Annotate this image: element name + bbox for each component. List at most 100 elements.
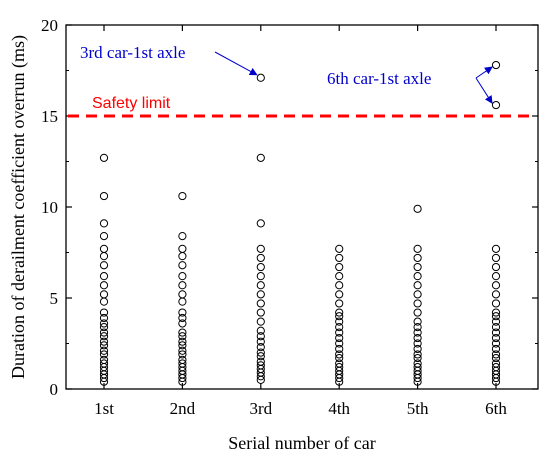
x-axis-title: Serial number of car [228,433,375,453]
data-point [491,281,501,290]
data-point [256,332,265,341]
x-tick-label: 2nd [170,399,196,418]
data-point [256,375,265,384]
data-point [335,333,344,343]
x-tick-label: 1st [94,399,114,418]
data-point [99,350,109,359]
data-point [178,290,187,299]
data-point [335,350,344,359]
data-point [335,353,344,363]
data-point [178,297,187,306]
data-point [99,272,109,281]
data-point [256,262,265,272]
data-point [413,328,422,337]
data-point [256,348,265,357]
data-point [178,281,187,290]
data-point [256,73,265,82]
data-point [491,339,501,348]
data-point [99,308,109,317]
y-axis: 0 5 10 15 20 [41,16,538,399]
data-point [178,350,187,359]
data-point [413,333,422,343]
x-tick-label: 4th [328,399,350,418]
data-point [491,377,501,386]
data-point [99,323,109,332]
annotations: 3rd car-1st axle 6th car-1st axle [80,43,493,104]
data-point [256,308,265,317]
x-tick-label: 5th [407,399,429,418]
data-point [491,333,501,343]
data-point [178,308,187,317]
data-point [256,352,265,361]
data-point [413,373,422,383]
data-point [99,319,109,328]
data-point [256,372,265,381]
data-point [335,299,344,308]
data-point [335,244,344,253]
data-point [99,232,109,241]
y-tick-label: 15 [41,107,58,126]
data-point [256,317,265,326]
data-point [335,339,344,348]
data-point [178,337,187,346]
data-point [256,299,265,308]
data-point [491,308,501,317]
data-point [178,319,187,328]
data-point [491,299,501,308]
data-point [491,317,501,326]
data-point [413,350,422,359]
data-point [178,313,187,323]
data-point [178,272,187,281]
data-point [99,244,109,253]
data-point [335,317,344,326]
data-point [413,204,422,213]
data-point [491,244,501,253]
data-point [256,290,265,299]
data-point [99,377,109,386]
annotation-3rd-car: 3rd car-1st axle [80,43,185,62]
data-point [413,290,422,299]
data-point [491,328,501,337]
data-point [99,337,109,346]
data-point [335,262,344,272]
x-tick-label: 3rd [249,399,272,418]
data-point [178,377,187,386]
data-point [256,253,265,263]
data-point [491,60,501,70]
y-tick-label: 20 [41,16,58,35]
data-point [335,312,344,321]
data-point [178,244,187,253]
data-point [178,261,187,270]
data-point [178,341,187,350]
data-point [413,244,422,253]
data-point [491,373,501,383]
annotation-arrow [475,66,493,79]
data-point [491,353,501,363]
data-point [256,219,265,228]
data-point [99,281,109,290]
data-point [335,290,344,299]
data-point [335,253,344,263]
data-point [256,272,265,281]
data-point [335,281,344,290]
y-tick-label: 10 [41,198,58,217]
safety-limit-label: Safety limit [92,95,171,112]
data-point [256,153,265,162]
data-point [413,299,422,308]
data-point [491,290,501,299]
data-point [491,100,501,110]
data-point [491,344,501,354]
x-axis: 1st 2nd 3rd 4th 5th 6th [94,25,507,418]
data-point [413,339,422,348]
data-point [99,219,109,228]
data-point [491,312,501,321]
data-point [99,297,109,306]
data-point [99,313,109,323]
data-point [335,373,344,383]
data-point [178,191,187,201]
data-point [256,281,265,290]
data-point [413,317,422,326]
data-point [99,252,109,261]
data-point [491,323,501,332]
data-point [491,350,501,359]
